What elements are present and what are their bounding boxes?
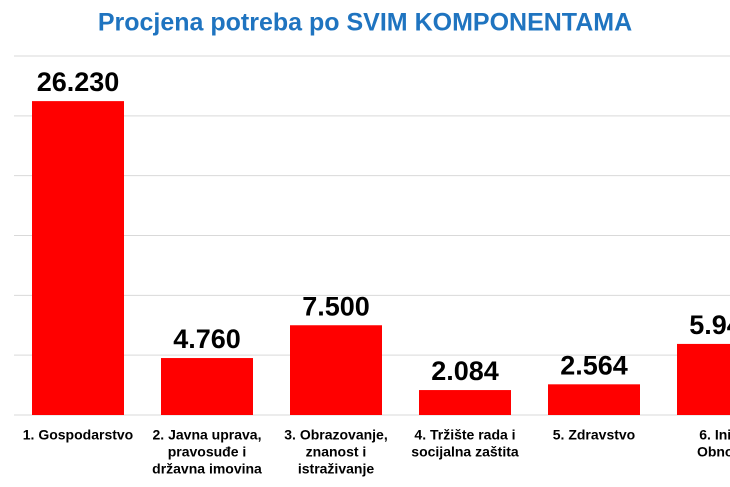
value-label: 26.230 <box>37 67 120 97</box>
bar <box>548 384 640 415</box>
value-label: 4.760 <box>173 324 241 354</box>
x-tick-label: 4. Tržište rada i <box>414 427 515 443</box>
value-label: 5.940 <box>689 310 730 340</box>
x-tick-label: 5. Zdravstvo <box>553 427 635 443</box>
bar <box>290 325 382 415</box>
value-label: 2.084 <box>431 356 499 386</box>
x-tick-label: 2. Javna uprava, <box>153 427 262 443</box>
bar <box>677 343 730 415</box>
value-label: 2.564 <box>560 350 628 380</box>
value-label: 7.500 <box>302 291 370 321</box>
x-tick-label: Obnova <box>697 444 730 460</box>
x-tick-label: socijalna zaštita <box>411 444 519 460</box>
bar <box>32 101 124 416</box>
x-tick-label: 1. Gospodarstvo <box>23 427 133 443</box>
x-tick-label: znanost i <box>306 444 367 460</box>
x-tick-label: istraživanje <box>298 461 374 477</box>
x-tick-label: državna imovina <box>152 461 262 477</box>
bar <box>161 358 253 415</box>
chart-title: Procjena potreba po SVIM KOMPONENTAMA <box>98 9 632 37</box>
bar <box>419 390 511 415</box>
x-tick-label: pravosuđe i <box>168 444 247 460</box>
x-tick-label: 6. Inicij <box>699 427 730 443</box>
x-tick-label: 3. Obrazovanje, <box>284 427 387 443</box>
